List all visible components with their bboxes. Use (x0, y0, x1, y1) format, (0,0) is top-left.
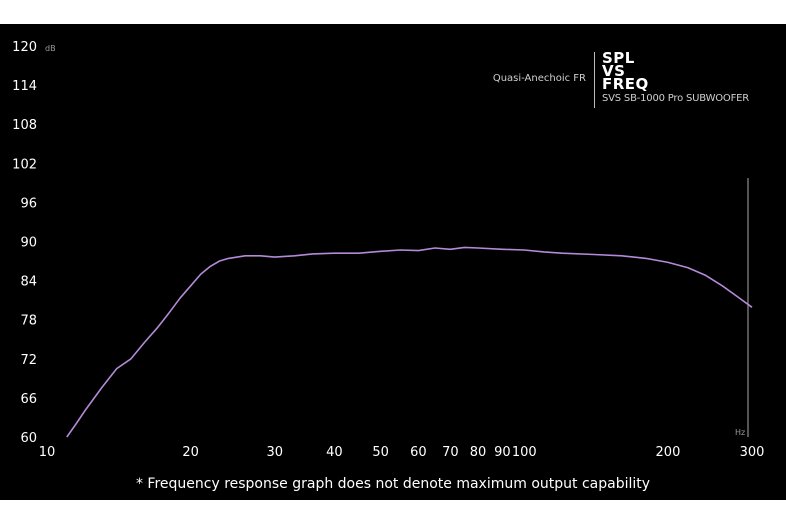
x-tick-label: 60 (410, 445, 427, 460)
y-tick-label: 66 (20, 392, 37, 407)
y-tick-label: 114 (12, 79, 37, 94)
title-line-1: SPL (602, 49, 635, 67)
frequency-response-chart: 120 114 108 102 96 90 84 78 72 66 60 10 20 30 40 50 60 7… (12, 40, 765, 460)
y-tick-label: 96 (20, 196, 37, 211)
title-line-3: FREQ (602, 75, 649, 93)
x-tick-label: 30 (266, 445, 283, 460)
x-tick-label: 10 (39, 445, 56, 460)
title-divider (594, 52, 595, 108)
x-tick-label: 70 (442, 445, 459, 460)
x-tick-label: 50 (372, 445, 389, 460)
x-tick-label: 80 (470, 445, 487, 460)
x-tick-label: 40 (326, 445, 343, 460)
chart-title: SPL VS FREQ SVS SB-1000 Pro SUBWOOFER (602, 49, 750, 105)
y-unit-label: dB (45, 44, 56, 53)
y-tick-label: 108 (12, 118, 37, 133)
footnote: * Frequency response graph does not deno… (135, 476, 651, 492)
x-tick-label: 300 (740, 445, 765, 460)
y-tick-label: 78 (20, 314, 37, 329)
chart-subtitle: Quasi-Anechoic FR (492, 73, 586, 84)
x-unit-label: Hz (735, 428, 745, 437)
chart-panel: 120 114 108 102 96 90 84 78 72 66 60 10 20 30 40 50 60 7… (0, 24, 786, 500)
y-tick-label: 102 (12, 157, 37, 172)
title-line-2: VS (602, 62, 626, 80)
y-tick-label: 120 (12, 40, 37, 55)
x-tick-label: 100 (512, 445, 537, 460)
y-tick-label: 72 (20, 353, 37, 368)
x-tick-label: 200 (656, 445, 681, 460)
y-tick-label: 84 (20, 275, 37, 290)
x-tick-label: 90 (494, 445, 511, 460)
frequency-response-line (66, 246, 753, 438)
x-tick-label: 20 (182, 445, 199, 460)
product-name: SVS SB-1000 Pro SUBWOOFER (602, 93, 750, 104)
y-tick-label: 60 (20, 431, 37, 446)
y-tick-label: 90 (20, 236, 37, 251)
